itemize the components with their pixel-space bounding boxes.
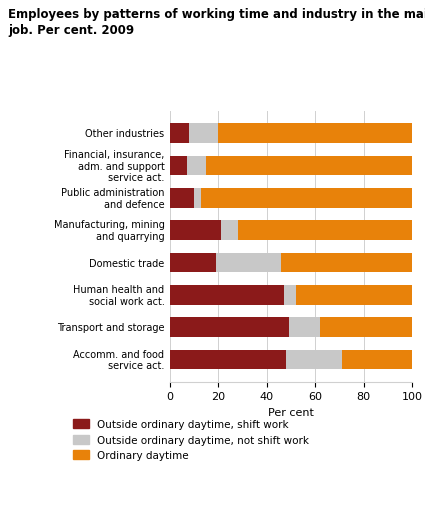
Bar — [238, 221, 412, 240]
Bar — [296, 286, 412, 305]
Bar — [320, 318, 412, 337]
Bar — [286, 350, 342, 370]
Bar — [170, 221, 221, 240]
Text: Employees by patterns of working time and industry in the main
job. Per cent. 20: Employees by patterns of working time an… — [8, 8, 425, 37]
Bar — [187, 156, 207, 176]
Bar — [170, 286, 284, 305]
Bar — [170, 253, 216, 273]
Legend: Outside ordinary daytime, shift work, Outside ordinary daytime, not shift work, : Outside ordinary daytime, shift work, Ou… — [74, 419, 309, 460]
Bar — [289, 318, 320, 337]
Bar — [170, 318, 289, 337]
Bar — [221, 221, 238, 240]
Bar — [218, 124, 412, 144]
Bar — [170, 124, 190, 144]
Bar — [170, 156, 187, 176]
Bar — [281, 253, 412, 273]
Bar — [216, 253, 281, 273]
Bar — [170, 189, 194, 208]
Bar — [190, 124, 218, 144]
Bar — [170, 350, 286, 370]
Bar — [342, 350, 412, 370]
Bar — [194, 189, 201, 208]
X-axis label: Per cent: Per cent — [268, 407, 314, 417]
Bar — [201, 189, 412, 208]
Bar — [284, 286, 296, 305]
Bar — [207, 156, 412, 176]
